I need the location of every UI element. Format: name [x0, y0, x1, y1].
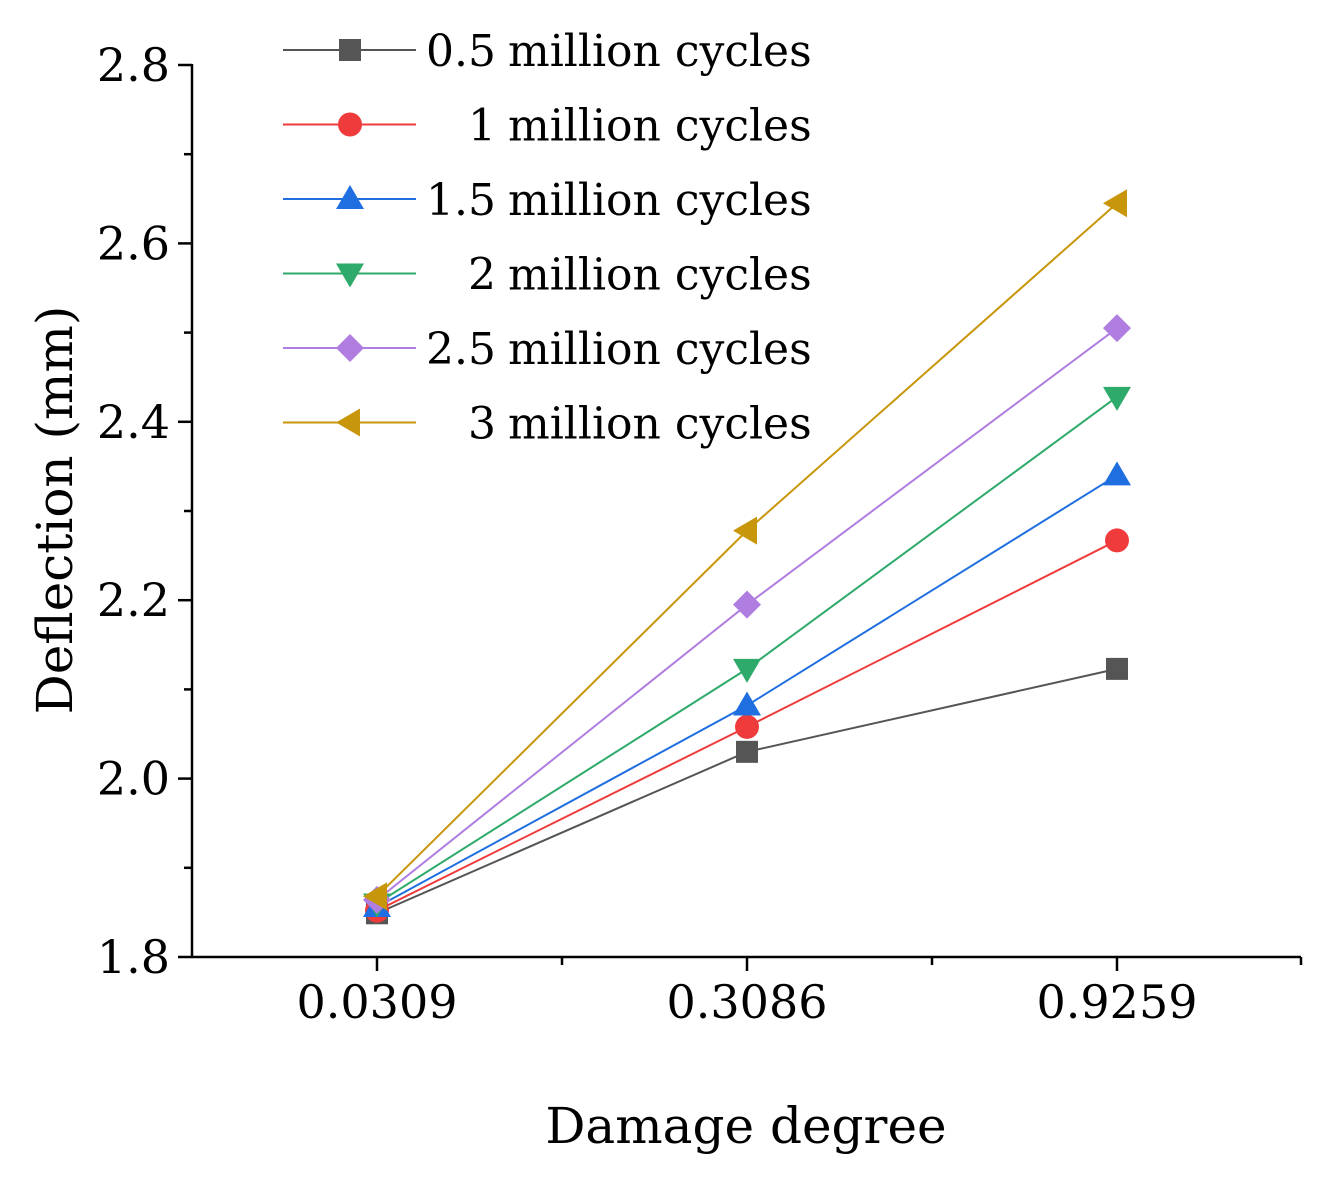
series-3: [363, 461, 1131, 918]
x-tick-label: 0.0309: [297, 975, 458, 1029]
series-4: [363, 386, 1131, 918]
data-point-square: [1106, 657, 1128, 680]
series-2: [365, 528, 1129, 923]
data-point-circle: [735, 714, 759, 739]
data-point-square: [736, 740, 758, 763]
legend-item-3: 1.5 million cycles: [283, 175, 812, 226]
legend-marker-triangle-up: [336, 185, 364, 209]
legend-label-text: million cycles: [508, 175, 812, 226]
legend-label-number: 2: [468, 250, 496, 301]
x-axis-title: Damage degree: [545, 1097, 946, 1155]
legend-item-6: 3 million cycles: [283, 399, 812, 450]
legend-label-text: million cycles: [508, 324, 812, 375]
legend-marker-square: [339, 39, 361, 61]
data-point-triangle-left: [1103, 189, 1127, 218]
legend-label-number: 0.5: [426, 26, 496, 77]
legend-label-number: 1.5: [426, 175, 496, 226]
series-line: [376, 474, 1118, 908]
legend-item-4: 2 million cycles: [283, 250, 812, 301]
x-tick-label: 0.9259: [1037, 975, 1198, 1029]
legend-label-number: 2.5: [426, 324, 496, 375]
legend-marker-triangle-left: [336, 408, 360, 437]
legend-label-number: 3: [468, 399, 496, 450]
legend-marker-triangle-down: [336, 263, 364, 288]
legend-item-2: 1 million cycles: [283, 101, 812, 152]
legend-marker-circle: [338, 112, 362, 137]
x-tick-label: 0.3086: [667, 975, 828, 1029]
y-tick-label: 2.2: [97, 573, 170, 627]
legend-label-text: million cycles: [508, 250, 812, 301]
legend-label-text: million cycles: [508, 26, 812, 77]
y-tick-label: 2.4: [97, 395, 170, 449]
legend-label-text: million cycles: [508, 399, 812, 450]
series-layer: [363, 189, 1131, 925]
data-point-triangle-up: [1103, 461, 1131, 486]
data-point-triangle-up: [733, 691, 761, 716]
series-line: [376, 396, 1118, 905]
y-axis-title: Deflection (mm): [26, 306, 84, 715]
y-tick-label: 2.8: [97, 38, 170, 92]
legend-marker-diamond: [336, 334, 364, 362]
legend-label-text: million cycles: [508, 101, 812, 152]
legend-item-5: 2.5 million cycles: [283, 324, 812, 375]
axes: 1.8 2.0 2.2 2.4 2.6 2.8 0.0309 0.3086 0.9259: [97, 38, 1303, 1029]
y-tick-label: 2.6: [97, 216, 170, 270]
series-6: [363, 189, 1127, 911]
data-point-triangle-left: [363, 882, 387, 911]
legend-label-number: 1: [468, 101, 496, 152]
y-tick-label: 2.0: [97, 752, 170, 806]
data-point-diamond: [733, 590, 761, 619]
data-point-triangle-down: [733, 658, 761, 683]
data-point-circle: [1105, 528, 1129, 553]
series-line: [376, 202, 1118, 898]
series-5: [363, 314, 1131, 914]
data-point-triangle-left: [733, 516, 757, 545]
data-point-diamond: [1103, 314, 1131, 343]
data-point-triangle-down: [1103, 386, 1131, 411]
y-tick-label: 1.8: [97, 930, 170, 984]
legend-item-1: 0.5 million cycles: [283, 26, 812, 77]
